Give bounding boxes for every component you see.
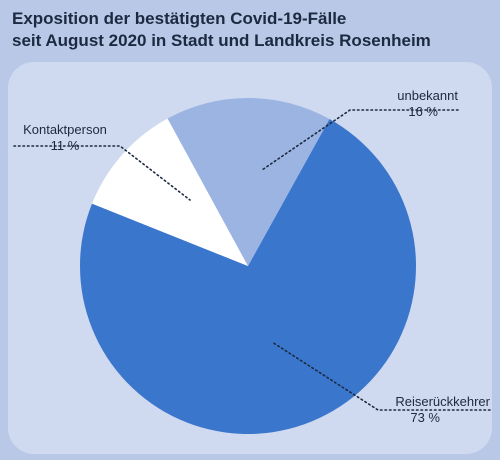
slice-name-kontaktperson: Kontaktperson [23,122,107,137]
slice-value-unbekannt: 16 % [408,104,438,119]
pie-slice-unbekannt [167,97,330,266]
pie-slice-kontaktperson [92,118,248,266]
slice-value-kontaktperson: 11 % [50,138,80,153]
slice-name-reiserueckkehrer: Reiserückkehrer [395,394,490,409]
slice-label-unbekannt: unbekannt 16 % [360,88,458,120]
chart-title-line-1: Exposition der bestätigten Covid-19-Fäll… [12,9,347,28]
chart-title: Exposition der bestätigten Covid-19-Fäll… [12,8,431,52]
slice-name-unbekannt: unbekannt [397,88,458,103]
leader-line-reiserueckkehrer [271,341,491,411]
title-band [0,0,500,62]
slice-value-reiserueckkehrer: 73 % [410,410,440,425]
slice-label-reiserueckkehrer: Reiserückkehrer 73 % [340,394,490,426]
pie-slice-reiser-ckkehrer [79,119,416,434]
chart-title-line-2: seit August 2020 in Stadt und Landkreis … [12,31,431,50]
leader-line-kontaktperson [13,145,191,201]
leader-line-unbekannt [261,109,459,171]
slice-label-kontaktperson: Kontaktperson 11 % [10,122,120,154]
